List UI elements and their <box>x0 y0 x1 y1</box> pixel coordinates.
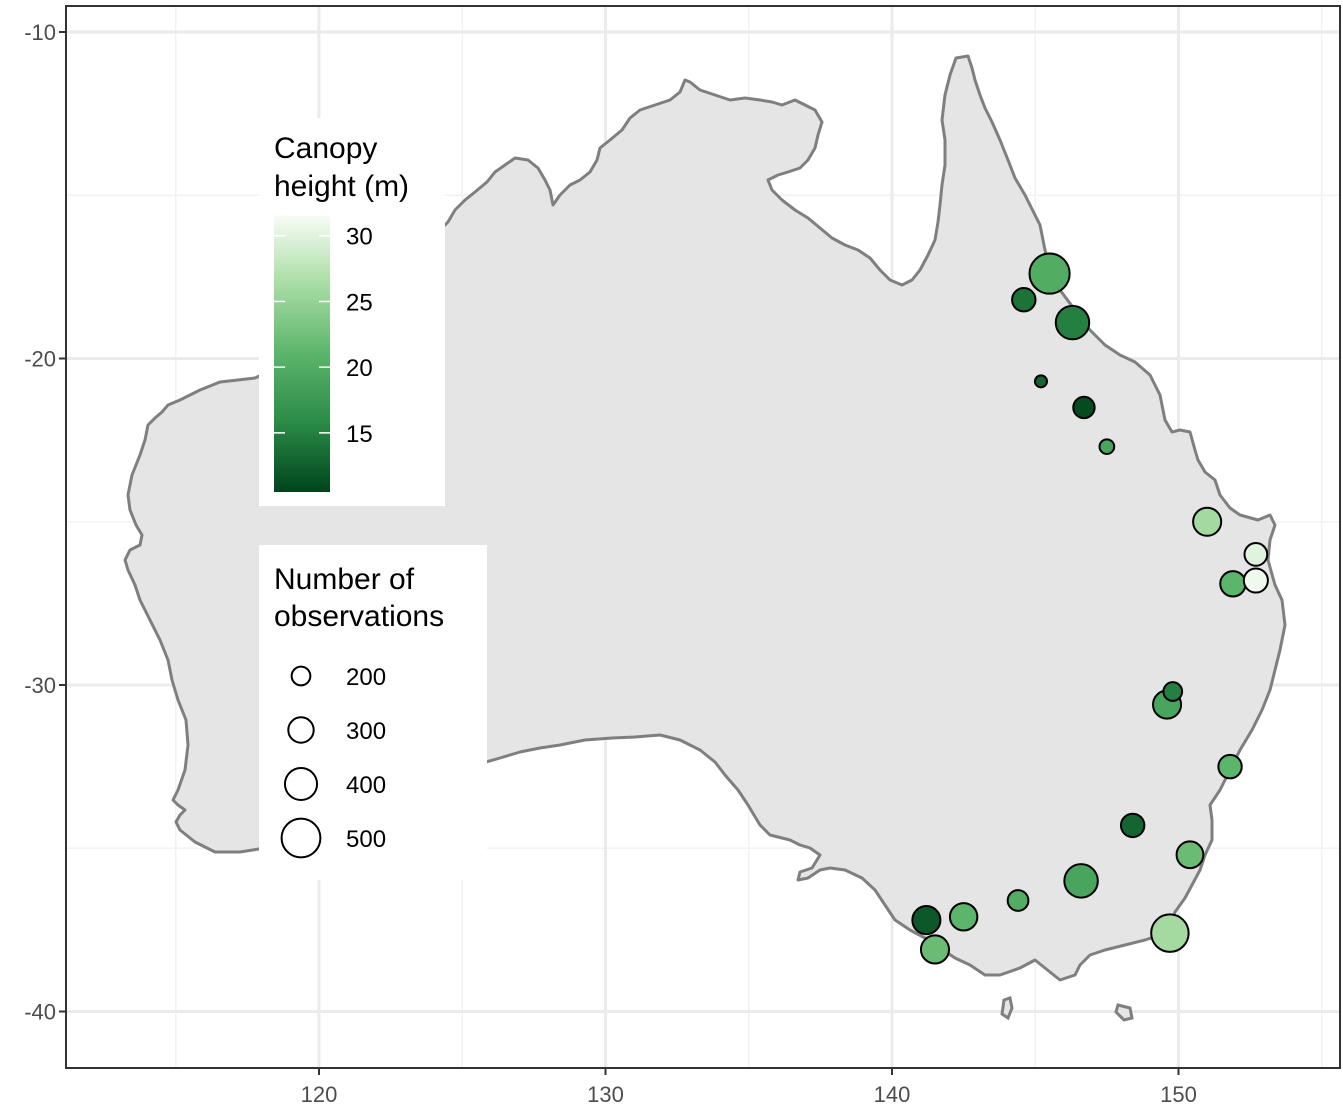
color-legend-label: 15 <box>346 421 373 448</box>
size-legend-title-line1: Number of <box>274 563 415 596</box>
x-tick-label: 130 <box>587 1082 624 1107</box>
observation-point <box>1150 913 1190 953</box>
observation-point <box>911 905 942 936</box>
color-legend-label: 30 <box>346 224 373 251</box>
observation-point <box>1119 812 1146 839</box>
observation-point <box>1098 438 1116 455</box>
x-tick-label: 140 <box>874 1082 911 1107</box>
observation-point <box>1243 542 1269 567</box>
tasmania-outline <box>1000 996 1014 1021</box>
x-tick-label: 120 <box>301 1082 338 1107</box>
color-legend-title-line1: Canopy <box>274 132 377 165</box>
observation-point <box>1054 304 1091 341</box>
y-tick-label: -30 <box>24 673 56 698</box>
observation-point <box>1072 395 1096 420</box>
x-tick-label: 150 <box>1160 1082 1197 1107</box>
y-tick-label: -20 <box>24 347 56 372</box>
observation-point <box>1219 570 1247 598</box>
size-legend: Number of observations 200 300 400 500 <box>259 545 487 880</box>
size-legend-key <box>283 766 319 802</box>
y-tick-label: -10 <box>24 20 56 45</box>
y-tick-label: -40 <box>24 1000 56 1025</box>
observation-point <box>1217 753 1243 780</box>
observation-point <box>948 902 979 932</box>
color-legend-ticks: 30 25 20 15 <box>274 224 373 448</box>
size-legend-label: 400 <box>346 772 386 799</box>
observation-point <box>1162 681 1184 702</box>
size-legend-label: 200 <box>346 664 386 691</box>
x-axis: 120 130 140 150 <box>301 1068 1197 1107</box>
size-legend-key <box>290 665 312 687</box>
observation-point <box>1063 863 1099 899</box>
color-legend-title-line2: height (m) <box>274 170 409 203</box>
observation-point <box>1242 567 1269 594</box>
color-legend-label: 25 <box>346 289 373 316</box>
color-legend-label: 20 <box>346 355 373 382</box>
size-legend-keys: 200 300 400 500 <box>280 664 386 859</box>
size-legend-label: 300 <box>346 718 386 745</box>
observation-point <box>919 934 951 965</box>
size-legend-title-line2: observations <box>274 600 444 633</box>
observation-point <box>1033 374 1048 389</box>
observation-point <box>1175 840 1205 870</box>
observation-point <box>1028 252 1071 295</box>
size-legend-label: 500 <box>346 826 386 853</box>
observation-points <box>911 252 1269 965</box>
observation-point <box>1011 287 1037 313</box>
plot-panel-border <box>65 5 1341 1069</box>
color-legend-bar <box>274 216 330 492</box>
observation-point <box>1006 889 1030 912</box>
observation-point <box>1192 506 1223 537</box>
size-legend-key <box>280 817 322 859</box>
island-outline <box>1114 1003 1134 1022</box>
size-legend-key <box>287 716 315 744</box>
color-legend: Canopy height (m) 30 25 20 15 <box>259 118 445 506</box>
y-axis: -10 -20 -30 -40 <box>24 20 66 1025</box>
